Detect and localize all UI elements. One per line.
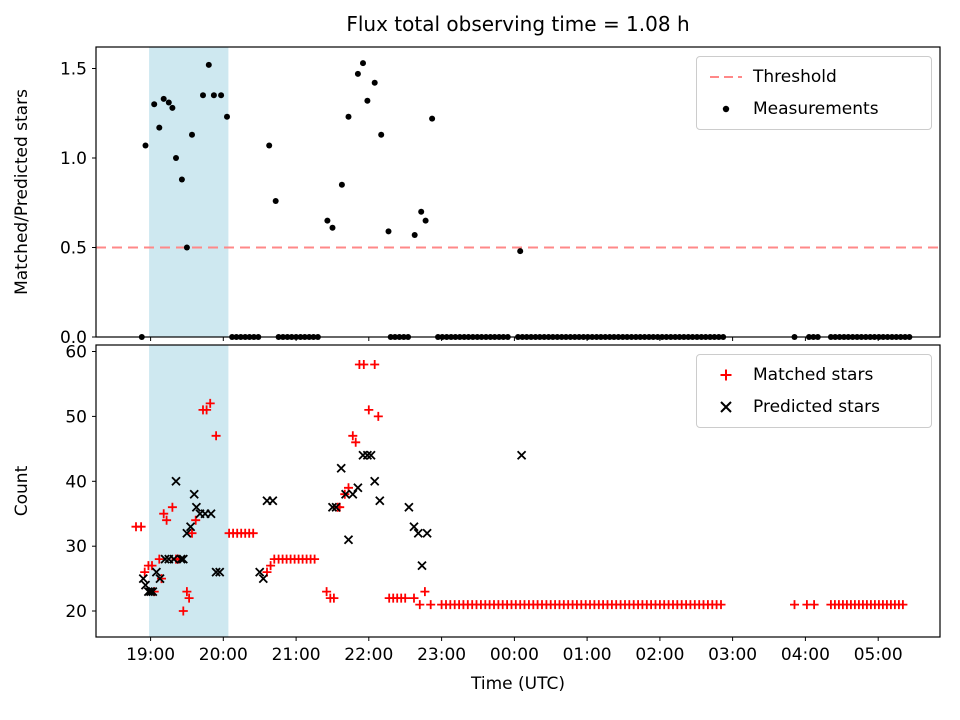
y-tick-label: 50 [65,407,87,427]
flux-ratio-plot: 0.0 0.5 1.0 1.5 [60,46,941,348]
legend-label-threshold: Threshold [753,67,837,87]
top-legend: Threshold Measurements [696,56,932,130]
y-tick-label: 20 [65,602,87,622]
x-tick-label: 04:00 [781,645,830,665]
y-tick-label: 0.5 [60,239,87,259]
x-tick-label: 03:00 [708,645,757,665]
x-tick-label: 20:00 [199,645,248,665]
legend-label-measurements: Measurements [753,99,879,119]
count-plot: 19:00 20:00 21:00 22:00 23:00 00:00 01:00 02:00… [65,343,941,665]
observing-window-span [149,345,229,637]
y-tick-label: 0.0 [60,328,87,348]
axes-box [95,344,941,638]
axes-box [95,46,941,338]
x-tick-label: 05:00 [854,645,903,665]
legend-entry-threshold: Threshold [709,67,919,87]
legend-label-predicted-stars: Predicted stars [753,397,880,417]
bottom-y-axis-label: Count [12,465,32,517]
x-tick-label: 01:00 [563,645,612,665]
bottom-legend: Matched stars Predicted stars [696,354,932,428]
x-marker-icon [709,399,743,415]
y-tick-label: 40 [65,472,87,492]
legend-entry-predicted-stars: Predicted stars [709,397,919,417]
plus-marker-icon [709,367,743,383]
y-tick-label: 30 [65,537,87,557]
x-tick-label: 19:00 [126,645,175,665]
x-tick-label: 00:00 [490,645,539,665]
y-tick-label: 60 [65,343,87,363]
top-y-axis-label: Matched/Predicted stars [12,89,32,295]
x-tick-label: 21:00 [272,645,321,665]
y-tick-label: 1.0 [60,149,87,169]
threshold-dashed-line-icon [709,69,743,85]
chart-title: Flux total observing time = 1.08 h [346,12,690,36]
legend-entry-measurements: Measurements [709,99,919,119]
x-tick-label: 23:00 [417,645,466,665]
measurement-dot-icon [709,101,743,117]
x-tick-label: 22:00 [344,645,393,665]
x-tick-label: 02:00 [635,645,684,665]
observing-window-span [149,47,229,337]
predicted-stars-series [138,450,527,597]
legend-label-matched-stars: Matched stars [753,365,874,385]
matched-stars-series [131,360,908,616]
legend-entry-matched-stars: Matched stars [709,365,919,385]
x-axis-label: Time (UTC) [471,674,565,694]
y-tick-label: 1.5 [60,60,87,80]
